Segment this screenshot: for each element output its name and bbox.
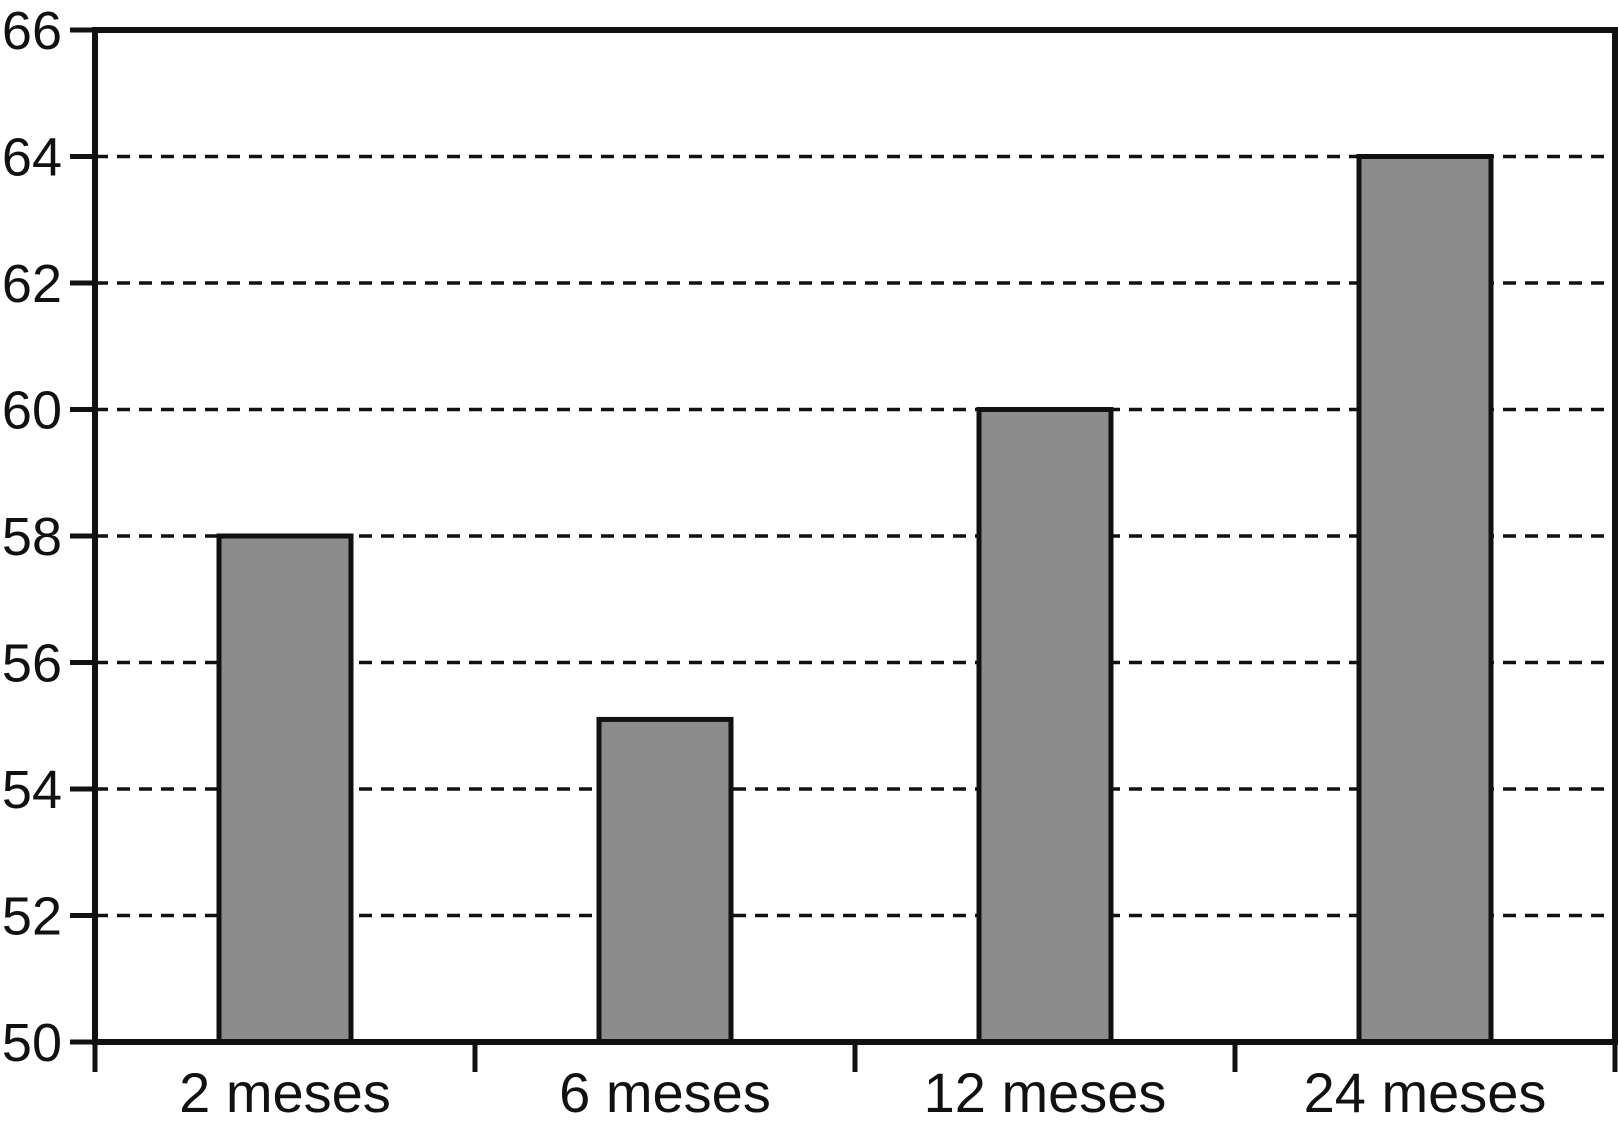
bar-24-meses <box>1356 154 1494 1045</box>
y-axis-tick-label-52: 52 <box>2 887 62 947</box>
bar-6-meses <box>596 716 734 1045</box>
y-axis-tick-label-56: 56 <box>2 634 62 694</box>
y-axis-tick-label-60: 60 <box>2 381 62 441</box>
x-axis-label-6-meses: 6 meses <box>559 1061 771 1124</box>
x-axis-label-2-meses: 2 meses <box>179 1061 391 1124</box>
y-axis-tick-label-64: 64 <box>2 128 62 188</box>
y-axis-tick-label-66: 66 <box>2 1 62 61</box>
y-axis-tick-label-58: 58 <box>2 507 62 567</box>
y-axis-tick-label-50: 50 <box>2 1013 62 1073</box>
x-axis-label-12-meses: 12 meses <box>924 1061 1167 1124</box>
bar-12-meses <box>976 407 1114 1045</box>
y-axis-tick-label-54: 54 <box>2 760 62 820</box>
bar-2-meses <box>216 533 354 1045</box>
y-axis-tick-label-62: 62 <box>2 254 62 314</box>
x-axis-label-24-meses: 24 meses <box>1304 1061 1547 1124</box>
